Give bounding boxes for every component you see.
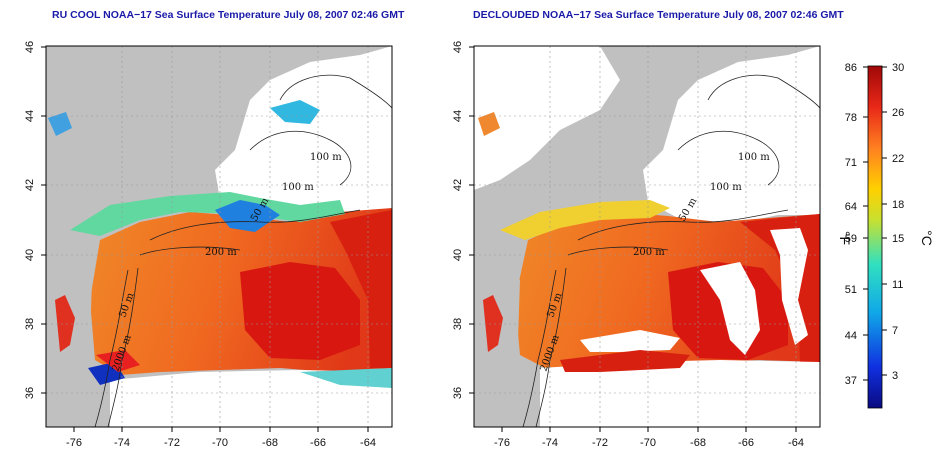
left-map-frame <box>45 45 393 428</box>
right-lon-axis: -76 -74 -72 -70 -68 -66 -64 <box>494 427 804 449</box>
bathymetry-contours <box>522 74 820 427</box>
left-lon-axis: -76 -74 -72 -70 -68 -66 -64 <box>66 427 376 449</box>
lon-tick-label: -70 <box>212 437 228 449</box>
celsius-tick-label: 22 <box>892 153 904 165</box>
lon-tick-label: -66 <box>310 437 326 449</box>
cloud-region-west <box>474 46 620 190</box>
lon-tick-label: -76 <box>494 437 510 449</box>
celsius-tick-label: 15 <box>892 233 904 245</box>
contour-label-100m-b: 100 m <box>710 182 742 193</box>
left-map-title: RU COOL NOAA−17 Sea Surface Temperature … <box>52 9 405 21</box>
lat-tick-label: 38 <box>452 318 464 330</box>
fahrenheit-tick-label: 71 <box>845 157 857 169</box>
lon-tick-label: -74 <box>114 437 130 449</box>
grid-lines <box>46 46 392 427</box>
chesapeake-estuary <box>55 295 75 352</box>
fahrenheit-tick-label: 37 <box>845 375 857 387</box>
celsius-tick-label: 3 <box>892 370 898 382</box>
lat-tick-label: 40 <box>24 249 36 261</box>
nw-cyan-blob <box>48 112 72 136</box>
lat-tick-label: 46 <box>452 41 464 53</box>
lat-tick-label: 44 <box>452 110 464 122</box>
lat-tick-label: 42 <box>452 179 464 191</box>
fahrenheit-tick-label: 59 <box>845 233 857 245</box>
left-lat-axis: 46 44 42 40 38 36 <box>24 41 46 399</box>
lon-tick-label: -66 <box>738 437 754 449</box>
contour-label-100m-a: 100 m <box>738 152 770 163</box>
lon-tick-label: -76 <box>66 437 82 449</box>
fahrenheit-tick-label: 44 <box>845 330 857 342</box>
fahrenheit-unit-label: °F <box>837 231 853 245</box>
celsius-tick-label: 11 <box>892 279 903 291</box>
lat-tick-label: 36 <box>24 387 36 399</box>
south-warm-strip <box>560 350 690 372</box>
right-map: 100 m 100 m 50 m 200 m 50 m 2000 m <box>474 46 820 427</box>
cold-patches <box>215 200 280 232</box>
contour-label-200m: 200 m <box>205 247 237 258</box>
cool-shelf-band <box>70 192 345 236</box>
lon-tick-label: -64 <box>788 437 804 449</box>
lon-tick-label: -68 <box>262 437 278 449</box>
colorbar: 86 78 71 64 59 51 44 37 30 26 22 18 15 1… <box>837 62 935 409</box>
decloud-gap <box>580 330 680 352</box>
lat-tick-label: 36 <box>452 387 464 399</box>
right-lat-axis: 46 44 42 40 38 36 <box>452 41 474 399</box>
cool-patch-north <box>270 100 320 124</box>
yellow-shelf-band <box>500 200 670 240</box>
lat-tick-label: 42 <box>24 179 36 191</box>
decloud-gap <box>770 228 808 345</box>
fahrenheit-tick-label: 51 <box>845 284 857 296</box>
lon-tick-label: -68 <box>690 437 706 449</box>
south-clear <box>540 360 820 427</box>
south-cloud <box>110 370 392 427</box>
lat-tick-label: 38 <box>24 318 36 330</box>
warm-spot-south <box>96 350 140 372</box>
lon-tick-label: -64 <box>360 437 376 449</box>
grid-lines <box>474 46 820 427</box>
cyan-strip-south <box>300 368 392 388</box>
lon-tick-label: -70 <box>640 437 656 449</box>
chesapeake-estuary <box>483 295 503 352</box>
celsius-tick-label: 7 <box>892 325 898 337</box>
fahrenheit-tick-label: 64 <box>845 201 857 213</box>
lon-tick-label: -72 <box>592 437 608 449</box>
left-map: 100 m 100 m 50 m 200 m 50 m 2000 m <box>46 46 392 427</box>
lon-tick-label: -72 <box>164 437 180 449</box>
celsius-tick-label: 30 <box>892 62 904 74</box>
bathymetry-contours <box>94 74 392 427</box>
lat-tick-label: 46 <box>24 41 36 53</box>
contour-label-200m: 200 m <box>633 247 665 258</box>
fahrenheit-tick-label: 78 <box>845 112 857 124</box>
lat-tick-label: 40 <box>452 249 464 261</box>
fahrenheit-tick-label: 86 <box>845 62 857 74</box>
decloud-gap <box>700 262 760 355</box>
lat-tick-label: 44 <box>24 110 36 122</box>
cloud-region <box>643 46 820 225</box>
contour-label-100m-b: 100 m <box>282 182 314 193</box>
right-map-title: DECLOUDED NOAA−17 Sea Surface Temperatur… <box>473 9 844 21</box>
contour-label-100m-a: 100 m <box>310 152 342 163</box>
right-map-frame <box>473 45 821 428</box>
colorbar-gradient <box>867 65 883 409</box>
gulf-stream-band <box>330 210 392 368</box>
cloud-region <box>215 46 392 222</box>
lon-tick-label: -74 <box>542 437 558 449</box>
nw-orange-blob <box>478 112 500 136</box>
celsius-tick-label: 26 <box>892 107 904 119</box>
celsius-tick-label: 18 <box>892 199 904 211</box>
celsius-unit-label: °C <box>919 230 935 246</box>
